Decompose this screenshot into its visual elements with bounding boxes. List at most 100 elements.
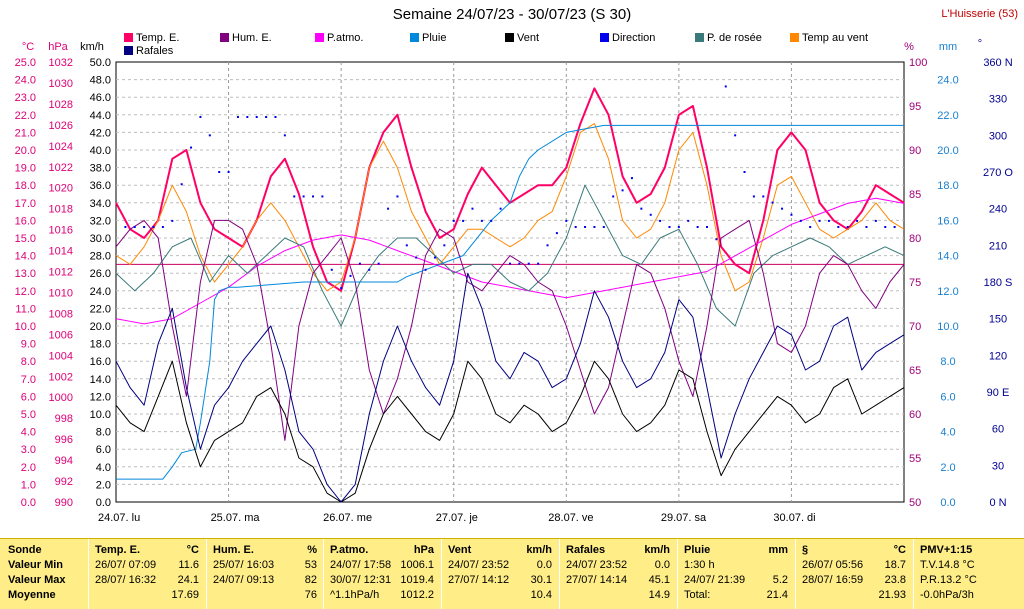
legend-swatch-temp-wind xyxy=(790,33,799,42)
tick-label-pressure: 1032 xyxy=(49,57,73,69)
point-direction xyxy=(133,226,136,228)
tick-label-temp: 2.0 xyxy=(21,462,36,474)
point-direction xyxy=(152,226,155,228)
tick-label-humidity: 85 xyxy=(909,189,921,201)
point-direction xyxy=(856,219,859,222)
point-direction xyxy=(621,189,624,192)
stats-cell: 28/07/ 16:59 23.8 xyxy=(802,573,906,588)
stats-header: P.atmo. hPa xyxy=(330,543,434,558)
stats-value: 17.69 xyxy=(171,589,199,601)
point-direction xyxy=(480,219,483,222)
tick-label-humidity: 90 xyxy=(909,145,921,157)
point-direction xyxy=(518,262,521,265)
stats-col-heat: § °C 26/07/ 05:56 18.7 28/07/ 16:59 23.8 21… xyxy=(802,543,906,601)
stats-value: 0.0 xyxy=(654,559,670,571)
tick-label-humidity: 70 xyxy=(909,321,921,333)
day-label: 24.07. lu xyxy=(98,512,140,524)
tick-label-wind: 24.0 xyxy=(90,286,111,298)
point-direction xyxy=(527,262,530,265)
stats-value: 82 xyxy=(304,574,317,586)
point-direction xyxy=(462,219,465,222)
stats-value: 30.1 xyxy=(530,574,552,586)
tick-label-temp: 8.0 xyxy=(21,356,36,368)
legend-item-direction: Direction xyxy=(600,32,655,44)
stats-value: 1019.4 xyxy=(400,574,434,586)
stats-time: 28/07/ 16:59 xyxy=(802,574,864,586)
tick-label-pressure: 990 xyxy=(55,497,73,509)
stats-col-gusts: Rafales km/h 24/07/ 23:52 0.0 27/07/ 14:14… xyxy=(566,543,670,601)
tick-label-rain: 0.0 xyxy=(940,497,955,509)
stats-header: Sonde xyxy=(8,544,42,556)
tick-label-temp: 4.0 xyxy=(21,427,36,439)
point-direction xyxy=(405,244,408,247)
stats-col-pmv: PMV+1:15 T.V.14.8 °C P.R.13.2 °C -0.0hPa… xyxy=(920,543,1020,603)
legend-item-temp: Temp. E. xyxy=(124,32,179,44)
tick-label-temp: 9.0 xyxy=(21,339,36,351)
stats-value: 53 xyxy=(304,559,317,571)
stats-header-label: P.atmo. xyxy=(330,544,369,556)
stats-cell: 24/07/ 17:58 1006.1 xyxy=(330,558,434,573)
stats-col-rain: Pluie mm 1:30 h 24/07/ 21:39 5.2 Total: 21.… xyxy=(684,543,788,603)
tick-label-direction: 240 xyxy=(989,204,1007,216)
stats-value: 76 xyxy=(304,589,317,601)
legend-label: Pluie xyxy=(422,32,447,44)
point-direction xyxy=(565,219,568,222)
divider xyxy=(441,539,442,609)
tick-label-humidity: 65 xyxy=(909,365,921,377)
point-direction xyxy=(827,219,830,222)
legend-label: Temp au vent xyxy=(802,32,869,44)
tick-label-pressure: 1014 xyxy=(49,246,73,258)
stats-header-unit: km/h xyxy=(526,544,552,556)
day-label: 27.07. je xyxy=(436,512,478,524)
series-gusts xyxy=(115,272,905,503)
stats-time: 1:30 h xyxy=(684,559,715,571)
stats-header-unit: °C xyxy=(893,544,906,556)
point-direction xyxy=(452,219,455,222)
point-direction xyxy=(884,226,887,228)
tick-label-rain: 14.0 xyxy=(937,251,958,263)
stats-time: 24/07/ 17:58 xyxy=(330,559,392,571)
tick-label-pressure: 1012 xyxy=(49,267,73,279)
tick-label-pressure: 1018 xyxy=(49,204,73,216)
stats-cell: 24/07/ 21:39 5.2 xyxy=(684,573,788,588)
tick-label-direction: 180 S xyxy=(984,277,1013,289)
point-direction xyxy=(227,171,230,173)
tick-label-wind: 0.0 xyxy=(96,497,111,509)
tick-label-wind: 42.0 xyxy=(90,127,111,139)
legend-swatch-pressure xyxy=(315,33,324,42)
series-humidity xyxy=(115,219,905,441)
tick-label-wind: 12.0 xyxy=(90,391,111,403)
point-direction xyxy=(274,116,277,118)
stats-header-label: Vent xyxy=(448,544,472,556)
tick-label-direction: 60 xyxy=(992,424,1004,436)
legend-swatch-gusts xyxy=(124,46,133,55)
stats-cell: 28/07/ 16:32 24.1 xyxy=(95,573,199,588)
point-direction xyxy=(396,195,399,198)
point-direction xyxy=(846,226,849,228)
tick-label-wind: 40.0 xyxy=(90,145,111,157)
point-direction xyxy=(368,268,371,271)
stats-header-unit: hPa xyxy=(413,544,434,556)
tick-label-temp: 19.0 xyxy=(15,163,36,175)
legend-item-humidity: Hum. E. xyxy=(220,32,272,44)
tick-label-temp: 18.0 xyxy=(15,180,36,192)
point-direction xyxy=(706,226,708,228)
point-direction xyxy=(630,177,633,180)
tick-label-wind: 46.0 xyxy=(90,92,111,104)
tick-label-pressure: 996 xyxy=(55,434,73,446)
point-direction xyxy=(349,274,352,277)
tick-label-temp: 10.0 xyxy=(15,321,36,333)
point-direction xyxy=(358,262,361,265)
point-direction xyxy=(312,195,314,198)
point-direction xyxy=(340,287,343,290)
tick-label-pressure: 1030 xyxy=(49,78,73,90)
stats-value: 10.4 xyxy=(530,589,552,601)
point-direction xyxy=(255,116,258,118)
stats-col-temp: Temp. E. °C 26/07/ 07:09 11.6 28/07/ 16:32… xyxy=(95,543,199,601)
divider xyxy=(206,539,207,609)
point-direction xyxy=(190,146,193,149)
tick-label-direction: 0 N xyxy=(989,497,1006,509)
divider xyxy=(559,539,560,609)
stats-header-label: Pluie xyxy=(684,544,711,556)
tick-label-wind: 20.0 xyxy=(90,321,111,333)
